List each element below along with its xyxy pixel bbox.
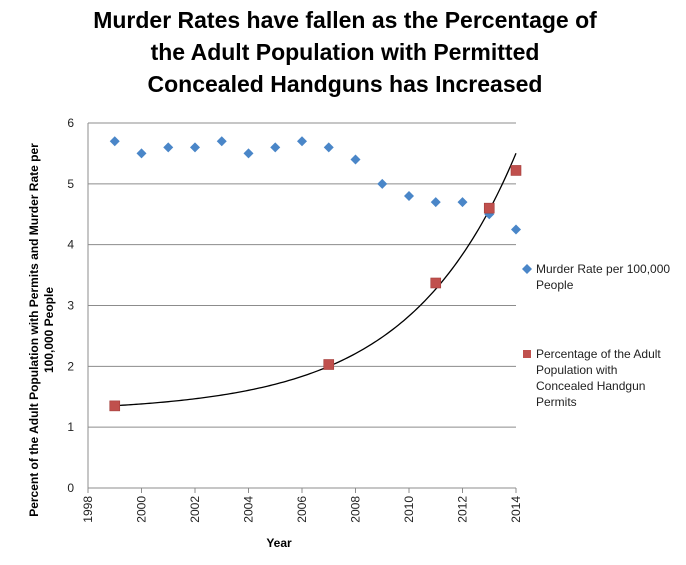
chart-title-line-1: Murder Rates have fallen as the Percenta… xyxy=(93,7,597,33)
x-tick-label-2010: 2010 xyxy=(402,496,416,523)
murder-rate-point xyxy=(136,148,147,159)
x-tick-label-2014: 2014 xyxy=(509,496,523,523)
legend-item-permits: Percentage of the Adult Population with … xyxy=(522,346,682,412)
legend-label-murder-line-2: People xyxy=(536,278,574,292)
x-tick-label-2004: 2004 xyxy=(242,496,256,523)
permit-percentage-point xyxy=(510,165,522,176)
murder-rate-point xyxy=(163,142,174,153)
murder-rate-point xyxy=(270,142,281,153)
murder-rate-point xyxy=(216,136,227,147)
permit-percentage-point xyxy=(430,277,442,289)
y-tick-label-0: 0 xyxy=(67,481,74,495)
x-axis-title: Year xyxy=(266,536,292,550)
murder-rate-point xyxy=(243,148,254,159)
legend-square-icon xyxy=(523,350,531,358)
murder-rate-point xyxy=(109,136,120,147)
legend-label-permits-line-3: Concealed Handgun xyxy=(536,379,646,393)
chart-title: Murder Rates have fallen as the Percenta… xyxy=(40,4,650,100)
chart-title-line-2: the Adult Population with Permitted xyxy=(150,39,540,65)
murder-rate-point xyxy=(511,224,521,235)
x-tick-label-2000: 2000 xyxy=(135,496,149,523)
legend-label-permits-line-1: Percentage of the Adult xyxy=(536,347,661,361)
x-tick-label-2006: 2006 xyxy=(295,496,309,523)
murder-rate-point xyxy=(404,191,414,201)
murder-rate-point xyxy=(190,142,200,153)
murder-rate-point xyxy=(430,197,441,208)
x-tick-labels: 1998 2000 2002 2004 2006 2008 2010 2012 2014 xyxy=(81,496,523,523)
x-tick-label-2012: 2012 xyxy=(456,496,470,523)
permit-percentage-point xyxy=(109,400,121,412)
murder-rate-point xyxy=(457,197,468,208)
y-tick-label-2: 2 xyxy=(67,359,74,373)
y-tick-label-1: 1 xyxy=(67,420,74,434)
data-marks xyxy=(109,136,522,412)
murder-rate-point xyxy=(323,142,334,153)
legend-diamond-icon xyxy=(522,264,532,274)
murder-rate-point xyxy=(377,178,388,189)
x-tick-label-1998: 1998 xyxy=(81,496,95,523)
chart-title-line-3: Concealed Handguns has Increased xyxy=(147,71,543,97)
x-tick-label-2002: 2002 xyxy=(188,496,202,523)
permit-percentage-point xyxy=(323,359,335,370)
y-axis-title-line-2: 100,000 People xyxy=(42,287,56,373)
murder-rate-point xyxy=(297,136,307,147)
y-tick-label-4: 4 xyxy=(67,238,74,252)
y-axis-title-line-1: Percent of the Adult Population with Per… xyxy=(27,143,41,517)
trendline-layer xyxy=(114,152,517,407)
y-tick-label-6: 6 xyxy=(67,116,74,130)
trendline xyxy=(114,152,517,407)
x-tick-label-2008: 2008 xyxy=(349,496,363,523)
y-tick-labels: 0 1 2 3 4 5 6 xyxy=(67,116,74,495)
y-tick-label-3: 3 xyxy=(67,299,74,313)
legend-label-murder-line-1: Murder Rate per 100,000 xyxy=(536,262,671,276)
gridlines xyxy=(88,122,516,428)
axes xyxy=(87,123,517,493)
y-tick-label-5: 5 xyxy=(67,177,74,191)
permit-percentage-point xyxy=(483,202,495,214)
y-axis-title: Percent of the Adult Population with Per… xyxy=(27,143,56,517)
legend-label-permits-line-2: Population with xyxy=(536,363,618,377)
legend-item-murder-rate: Murder Rate per 100,000 People xyxy=(522,261,682,295)
murder-rate-point xyxy=(350,154,361,165)
legend-label-permits-line-4: Permits xyxy=(536,395,577,409)
